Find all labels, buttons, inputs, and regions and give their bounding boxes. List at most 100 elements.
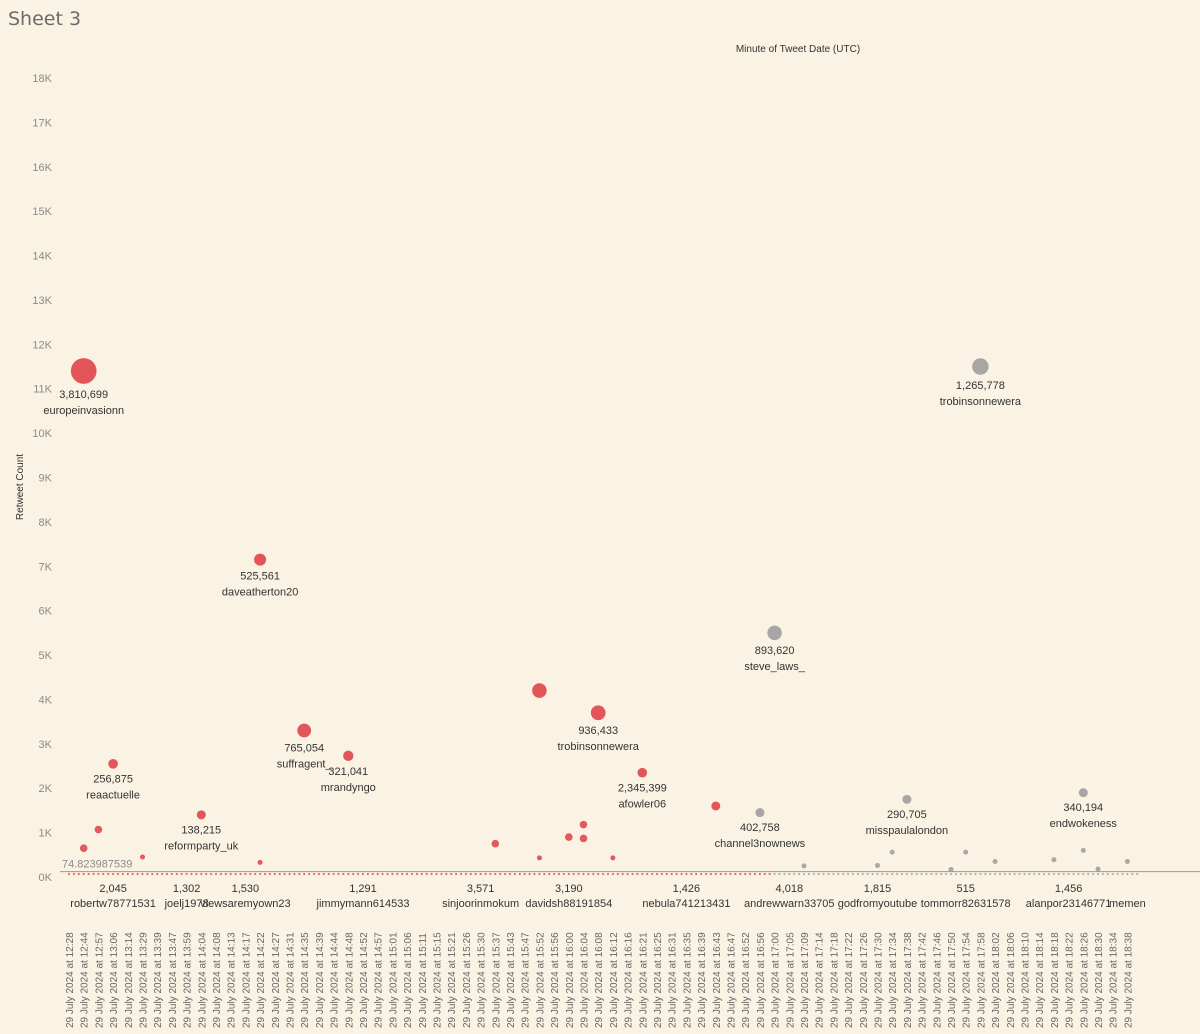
baseline-point — [842, 872, 845, 876]
baseline-point — [440, 872, 443, 876]
x-tick-label: 29 July 2024 at 16:31 — [668, 932, 679, 1028]
point-value-label: 138,215 — [181, 824, 221, 836]
baseline-point — [317, 872, 320, 876]
x-tick-label: 29 July 2024 at 13:39 — [153, 932, 164, 1028]
baseline-point — [562, 872, 566, 876]
baseline-user-label: alanpor23146771 — [1026, 898, 1112, 910]
baseline-point — [136, 872, 139, 876]
y-tick-label: 18K — [32, 73, 52, 85]
baseline-point — [753, 872, 757, 876]
baseline-point — [817, 872, 820, 876]
baseline-point — [798, 872, 801, 876]
x-tick-label: 29 July 2024 at 16:35 — [682, 932, 693, 1028]
x-tick-label: 29 July 2024 at 14:35 — [300, 932, 311, 1028]
x-tick-label: 29 July 2024 at 15:43 — [506, 932, 517, 1028]
baseline-point — [352, 872, 355, 876]
data-point — [755, 808, 765, 818]
x-tick-label: 29 July 2024 at 18:30 — [1094, 932, 1105, 1028]
baseline-point — [646, 872, 649, 876]
x-tick-label: 29 July 2024 at 17:42 — [918, 932, 929, 1028]
baseline-point — [121, 872, 124, 876]
baseline-point — [259, 872, 262, 876]
baseline-point — [97, 872, 100, 876]
data-point — [902, 794, 912, 804]
x-tick-label: 29 July 2024 at 18:38 — [1123, 932, 1134, 1028]
baseline-point — [450, 872, 453, 876]
minor-point — [948, 866, 954, 872]
data-point — [254, 553, 267, 566]
baseline-point — [151, 872, 154, 876]
data-point — [297, 723, 312, 738]
baseline-value-label: 4,018 — [776, 883, 804, 895]
x-tick-label: 29 July 2024 at 12:57 — [94, 932, 105, 1028]
baseline-point — [1003, 872, 1007, 876]
baseline-point — [1013, 872, 1016, 876]
baseline-point — [749, 872, 752, 876]
baseline-point — [920, 872, 923, 876]
x-tick-label: 29 July 2024 at 17:26 — [859, 932, 870, 1028]
baseline-point — [724, 872, 727, 876]
data-point — [637, 767, 648, 778]
x-tick-label: 29 July 2024 at 15:11 — [418, 933, 429, 1028]
baseline-point — [896, 872, 899, 876]
baseline-point — [900, 872, 904, 876]
baseline-point — [719, 872, 722, 876]
baseline-point — [582, 872, 585, 876]
point-value-label: 893,620 — [755, 645, 795, 657]
baseline-point — [597, 872, 600, 876]
minor-point — [536, 855, 542, 861]
baseline-point — [239, 872, 242, 876]
x-tick-label: 29 July 2024 at 17:46 — [932, 932, 943, 1028]
y-tick-label: 10K — [32, 428, 52, 440]
x-tick-label: 29 July 2024 at 18:02 — [991, 932, 1002, 1028]
baseline-user-label: joelj1978 — [164, 898, 209, 910]
baseline-point — [361, 872, 365, 876]
minor-point — [889, 849, 895, 855]
baseline-point — [195, 872, 198, 876]
minor-point — [140, 854, 145, 860]
baseline-point — [964, 872, 967, 876]
baseline-point — [856, 872, 860, 876]
baseline-point — [425, 872, 428, 876]
baseline-point — [298, 872, 301, 876]
x-tick-label: 29 July 2024 at 18:26 — [1079, 932, 1090, 1028]
baseline-point — [391, 872, 394, 876]
baseline-point — [847, 872, 850, 876]
x-tick-label: 29 July 2024 at 16:08 — [594, 932, 605, 1028]
baseline-point — [758, 872, 762, 876]
baseline-point — [156, 872, 159, 876]
x-tick-label: 29 July 2024 at 15:47 — [521, 932, 532, 1028]
baseline-value-label: 515 — [957, 883, 975, 895]
baseline-point — [190, 872, 193, 876]
y-tick-label: 16K — [32, 162, 52, 174]
baseline-point — [396, 872, 399, 876]
baseline-point — [165, 872, 169, 876]
data-point — [532, 683, 547, 698]
minor-point — [579, 820, 588, 829]
x-tick-label: 29 July 2024 at 14:22 — [256, 932, 267, 1028]
baseline-point — [357, 872, 360, 876]
x-tick-label: 29 July 2024 at 16:12 — [609, 932, 620, 1028]
baseline-point — [690, 872, 693, 876]
data-point — [711, 801, 721, 811]
baseline-point — [744, 872, 747, 876]
baseline-point — [92, 872, 95, 876]
x-tick-label: 29 July 2024 at 15:26 — [462, 932, 473, 1028]
baseline-user-label: davidsh88191854 — [525, 898, 612, 910]
baseline-point — [763, 872, 766, 876]
x-tick-label: 29 July 2024 at 18:06 — [1006, 932, 1017, 1028]
baseline-point — [200, 872, 203, 876]
x-tick-label: 29 July 2024 at 12:44 — [80, 932, 91, 1028]
baseline-value-label: 1,302 — [173, 883, 201, 895]
minor-point — [94, 825, 103, 834]
x-tick-label: 29 July 2024 at 17:58 — [976, 932, 987, 1028]
x-tick-label: 29 July 2024 at 17:00 — [771, 932, 782, 1028]
point-user-label: reformparty_uk — [164, 840, 238, 852]
baseline-value-label: 1,291 — [349, 883, 377, 895]
x-tick-label: 29 July 2024 at 14:27 — [271, 932, 282, 1028]
baseline-point — [1116, 872, 1119, 876]
baseline-point — [1072, 872, 1075, 876]
minor-point — [1124, 858, 1130, 864]
baseline-value-label: 3,571 — [467, 883, 495, 895]
